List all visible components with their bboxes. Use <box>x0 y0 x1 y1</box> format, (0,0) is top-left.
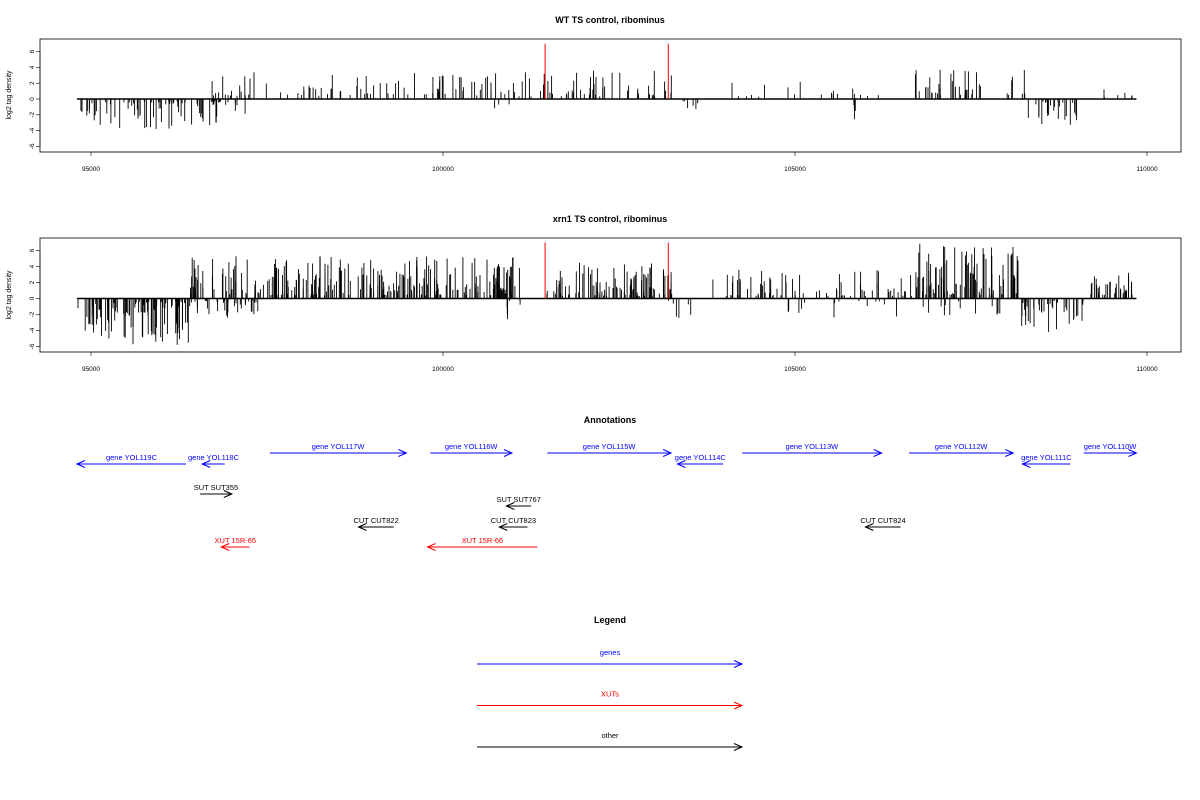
feature-label: gene YOL115W <box>583 442 637 451</box>
legend-label: XUTs <box>601 690 619 699</box>
legend-arrow <box>477 743 744 751</box>
feature-label: gene YOL117W <box>312 442 366 451</box>
panel-title: WT TS control, ribominus <box>555 15 665 25</box>
x-tick-label: 95000 <box>82 366 100 373</box>
x-tick-label: 100000 <box>432 166 454 173</box>
y-tick-label: 2 <box>29 81 36 85</box>
feature-label: gene YOL110W <box>1084 442 1138 451</box>
plot-frame <box>39 38 1182 153</box>
legend-entries: genes XUTs other <box>477 648 744 751</box>
x-tick-label: 95000 <box>82 166 100 173</box>
feature-label: XUT 15R-65 <box>215 536 257 545</box>
x-tick-label: 100000 <box>432 366 454 373</box>
annotation-features: gene YOL119C gene YOL118C gene YOL117W gene… <box>75 442 1138 551</box>
y-tick-label: 2 <box>29 280 36 284</box>
feature-label: CUT CUT822 <box>353 516 398 525</box>
feature-label: XUT 15R-66 <box>462 536 504 545</box>
legend-arrow <box>477 660 744 668</box>
y-tick-label: 4 <box>29 264 36 268</box>
chart-panel-wt: WT TS control, ribominus log2 tag densit… <box>6 15 1182 173</box>
plot-frame <box>39 237 1182 353</box>
feature-arrow <box>676 460 724 468</box>
y-axis-label: log2 tag density <box>6 270 13 320</box>
y-tick-label: 6 <box>29 49 36 53</box>
legend: Legend genes XUTs other <box>477 615 744 751</box>
y-tick-label: 6 <box>29 248 36 252</box>
panel-title: xrn1 TS control, ribominus <box>553 214 668 224</box>
feature-arrow <box>864 523 901 531</box>
x-tick-label: 110000 <box>1136 166 1158 173</box>
feature-arrow <box>1021 460 1071 468</box>
feature-arrow <box>200 460 225 468</box>
feature-arrow <box>200 490 234 498</box>
feature-arrow <box>219 543 250 551</box>
signal-bars <box>76 43 1137 129</box>
x-tick-label: 105000 <box>784 166 806 173</box>
x-tick-label: 110000 <box>1136 366 1158 373</box>
y-tick-label: -4 <box>29 127 36 133</box>
feature-arrow <box>909 449 1015 457</box>
feature-arrow <box>547 449 673 457</box>
feature-label: SUT SUT767 <box>496 495 540 504</box>
feature-label: gene YOL113W <box>786 442 840 451</box>
signal-bars <box>76 242 1137 345</box>
feature-arrow <box>505 502 531 510</box>
annotations-title: Annotations <box>584 415 637 425</box>
y-tick-label: 4 <box>29 65 36 69</box>
feature-label: gene YOL116W <box>445 442 499 451</box>
y-tick-label: 0 <box>29 97 36 101</box>
feature-label: gene YOL111C <box>1021 453 1072 462</box>
y-tick-label: -2 <box>29 112 36 118</box>
axes: -6 -4 -2 0 2 4 6 95000 100000 105000 110000 <box>29 248 1158 373</box>
feature-label: CUT CUT824 <box>860 516 905 525</box>
y-tick-label: -6 <box>29 143 36 149</box>
legend-label: genes <box>600 648 621 657</box>
legend-label: other <box>601 731 619 740</box>
feature-arrow <box>357 523 394 531</box>
feature-label: CUT CUT823 <box>491 516 536 525</box>
legend-title: Legend <box>594 615 626 625</box>
feature-label: gene YOL118C <box>188 453 240 462</box>
feature-arrow <box>75 460 187 468</box>
y-tick-label: -4 <box>29 327 36 333</box>
y-tick-label: 0 <box>29 296 36 300</box>
feature-label: gene YOL114C <box>675 453 727 462</box>
legend-arrow <box>477 701 744 710</box>
feature-arrow <box>498 523 528 531</box>
feature-label: SUT SUT355 <box>194 483 238 492</box>
y-tick-label: -2 <box>29 311 36 317</box>
feature-arrow <box>269 449 408 457</box>
annotations-track: Annotations gene YOL119C gene YOL118Cgene… <box>75 415 1138 551</box>
feature-arrow <box>430 449 514 457</box>
feature-arrow <box>742 449 883 457</box>
chart-panel-xrn1: xrn1 TS control, ribominus log2 tag dens… <box>6 214 1182 373</box>
x-tick-label: 105000 <box>784 366 806 373</box>
y-tick-label: -6 <box>29 343 36 349</box>
feature-label: gene YOL119C <box>106 453 158 462</box>
feature-arrow <box>426 543 538 551</box>
feature-arrow <box>1083 449 1138 457</box>
y-axis-label: log2 tag density <box>6 70 13 120</box>
feature-label: gene YOL112W <box>935 442 989 451</box>
axes: -6 -4 -2 0 2 4 6 95000 100000 105000 110000 <box>29 49 1158 173</box>
